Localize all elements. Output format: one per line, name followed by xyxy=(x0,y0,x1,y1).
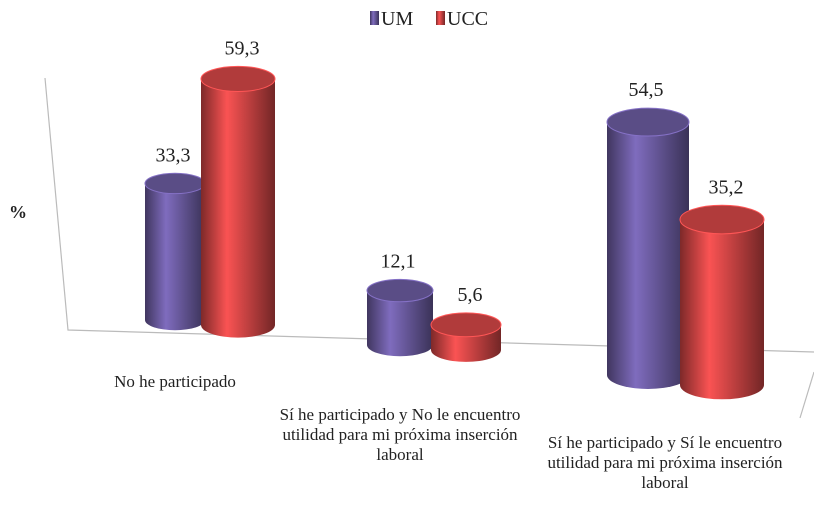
value-label: 33,3 xyxy=(156,144,191,166)
value-label: 59,3 xyxy=(225,37,260,59)
value-label: 5,6 xyxy=(458,284,483,306)
axis-wall xyxy=(799,371,814,419)
legend-swatch xyxy=(370,11,379,25)
y-axis-label: % xyxy=(9,202,27,222)
legend-label: UM xyxy=(381,8,413,30)
bar xyxy=(679,204,765,400)
bar xyxy=(606,107,690,389)
bar xyxy=(366,278,434,357)
value-label: 35,2 xyxy=(709,176,744,198)
bar xyxy=(200,65,276,338)
bar xyxy=(144,172,206,331)
x-tick-label: Sí he participado y No le encuentro util… xyxy=(279,405,521,464)
legend-swatch xyxy=(436,11,445,25)
value-label: 54,5 xyxy=(629,79,664,101)
bar xyxy=(430,312,502,362)
value-label: 12,1 xyxy=(381,250,416,272)
x-tick-label: No he participado xyxy=(114,372,236,391)
x-tick-label: Sí he participado y Sí le encuentro util… xyxy=(547,433,783,492)
legend-label: UCC xyxy=(447,8,488,30)
axis-wall xyxy=(44,77,814,353)
